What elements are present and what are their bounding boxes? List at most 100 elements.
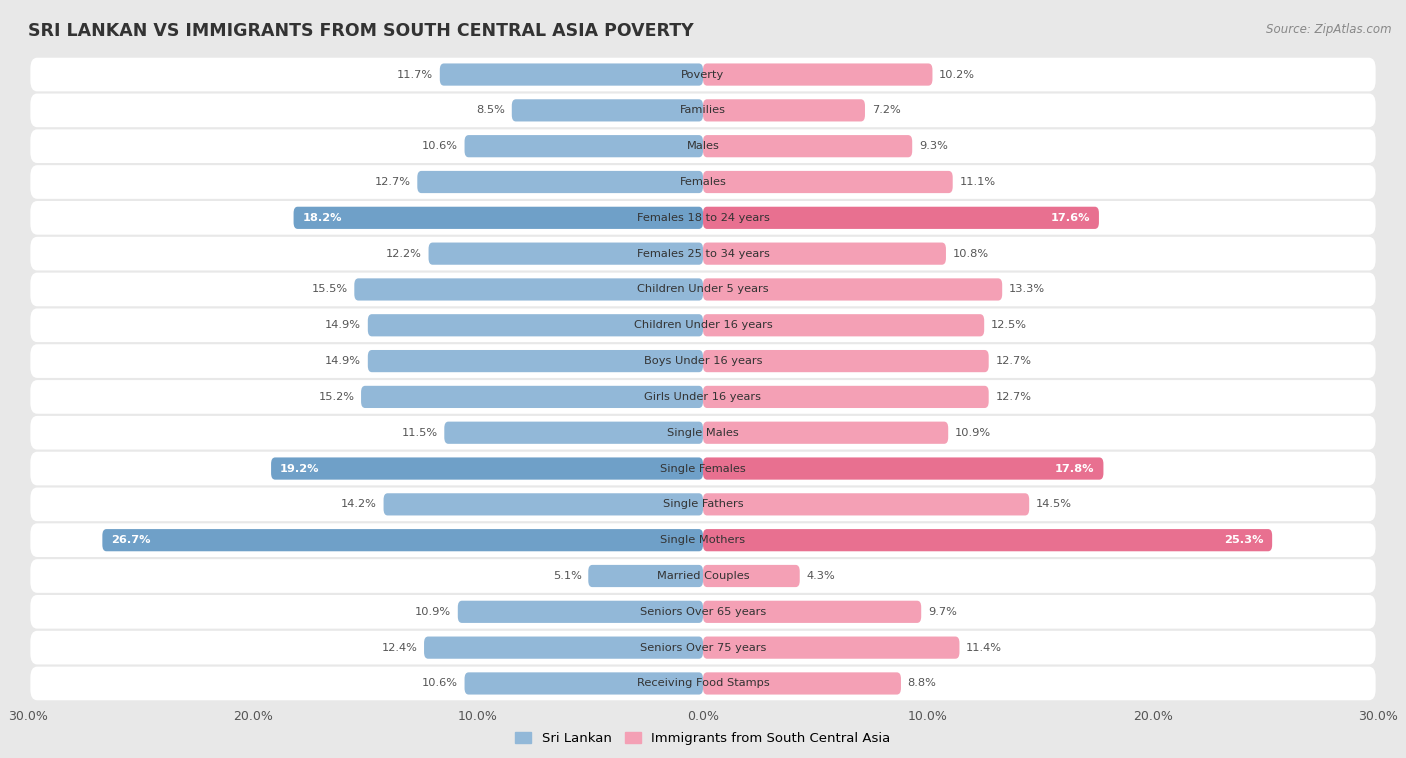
Text: 14.9%: 14.9% — [325, 356, 361, 366]
FancyBboxPatch shape — [368, 350, 703, 372]
Text: 11.7%: 11.7% — [396, 70, 433, 80]
FancyBboxPatch shape — [31, 523, 1375, 557]
Text: 26.7%: 26.7% — [111, 535, 150, 545]
Legend: Sri Lankan, Immigrants from South Central Asia: Sri Lankan, Immigrants from South Centra… — [510, 727, 896, 750]
Text: Receiving Food Stamps: Receiving Food Stamps — [637, 678, 769, 688]
FancyBboxPatch shape — [31, 595, 1375, 628]
FancyBboxPatch shape — [31, 273, 1375, 306]
Text: 10.2%: 10.2% — [939, 70, 976, 80]
Text: Single Mothers: Single Mothers — [661, 535, 745, 545]
Text: 17.8%: 17.8% — [1054, 464, 1094, 474]
FancyBboxPatch shape — [31, 559, 1375, 593]
FancyBboxPatch shape — [444, 421, 703, 444]
FancyBboxPatch shape — [294, 207, 703, 229]
Text: 9.7%: 9.7% — [928, 607, 957, 617]
FancyBboxPatch shape — [418, 171, 703, 193]
FancyBboxPatch shape — [703, 637, 959, 659]
FancyBboxPatch shape — [458, 600, 703, 623]
FancyBboxPatch shape — [31, 130, 1375, 163]
FancyBboxPatch shape — [703, 171, 953, 193]
FancyBboxPatch shape — [703, 99, 865, 121]
Text: 10.9%: 10.9% — [415, 607, 451, 617]
Text: 8.8%: 8.8% — [908, 678, 936, 688]
Text: 15.5%: 15.5% — [312, 284, 347, 294]
Text: Females 18 to 24 years: Females 18 to 24 years — [637, 213, 769, 223]
Text: SRI LANKAN VS IMMIGRANTS FROM SOUTH CENTRAL ASIA POVERTY: SRI LANKAN VS IMMIGRANTS FROM SOUTH CENT… — [28, 23, 693, 40]
Text: Seniors Over 65 years: Seniors Over 65 years — [640, 607, 766, 617]
FancyBboxPatch shape — [425, 637, 703, 659]
FancyBboxPatch shape — [703, 64, 932, 86]
Text: Children Under 16 years: Children Under 16 years — [634, 321, 772, 330]
Text: Single Females: Single Females — [661, 464, 745, 474]
Text: Females: Females — [679, 177, 727, 187]
Text: 8.5%: 8.5% — [477, 105, 505, 115]
Text: 25.3%: 25.3% — [1223, 535, 1263, 545]
FancyBboxPatch shape — [703, 672, 901, 694]
FancyBboxPatch shape — [103, 529, 703, 551]
FancyBboxPatch shape — [31, 309, 1375, 342]
FancyBboxPatch shape — [703, 529, 1272, 551]
FancyBboxPatch shape — [31, 58, 1375, 92]
Text: 14.5%: 14.5% — [1036, 500, 1071, 509]
FancyBboxPatch shape — [703, 421, 948, 444]
Text: 12.2%: 12.2% — [385, 249, 422, 258]
Text: 12.7%: 12.7% — [995, 392, 1032, 402]
FancyBboxPatch shape — [703, 135, 912, 158]
FancyBboxPatch shape — [464, 135, 703, 158]
Text: 4.3%: 4.3% — [807, 571, 835, 581]
FancyBboxPatch shape — [703, 600, 921, 623]
FancyBboxPatch shape — [703, 565, 800, 587]
FancyBboxPatch shape — [31, 416, 1375, 449]
FancyBboxPatch shape — [703, 314, 984, 337]
Text: 12.7%: 12.7% — [995, 356, 1032, 366]
Text: 10.6%: 10.6% — [422, 678, 458, 688]
FancyBboxPatch shape — [31, 487, 1375, 522]
Text: 11.1%: 11.1% — [959, 177, 995, 187]
Text: Children Under 5 years: Children Under 5 years — [637, 284, 769, 294]
FancyBboxPatch shape — [31, 631, 1375, 665]
FancyBboxPatch shape — [271, 457, 703, 480]
FancyBboxPatch shape — [31, 666, 1375, 700]
FancyBboxPatch shape — [31, 93, 1375, 127]
Text: 11.4%: 11.4% — [966, 643, 1002, 653]
FancyBboxPatch shape — [512, 99, 703, 121]
Text: Girls Under 16 years: Girls Under 16 years — [644, 392, 762, 402]
FancyBboxPatch shape — [31, 165, 1375, 199]
FancyBboxPatch shape — [384, 493, 703, 515]
Text: Single Fathers: Single Fathers — [662, 500, 744, 509]
FancyBboxPatch shape — [440, 64, 703, 86]
Text: 5.1%: 5.1% — [553, 571, 582, 581]
FancyBboxPatch shape — [354, 278, 703, 301]
FancyBboxPatch shape — [31, 452, 1375, 485]
Text: 14.2%: 14.2% — [340, 500, 377, 509]
Text: Single Males: Single Males — [666, 428, 740, 437]
Text: 14.9%: 14.9% — [325, 321, 361, 330]
Text: Boys Under 16 years: Boys Under 16 years — [644, 356, 762, 366]
FancyBboxPatch shape — [464, 672, 703, 694]
FancyBboxPatch shape — [703, 350, 988, 372]
FancyBboxPatch shape — [361, 386, 703, 408]
Text: 10.8%: 10.8% — [953, 249, 988, 258]
Text: 15.2%: 15.2% — [318, 392, 354, 402]
Text: 9.3%: 9.3% — [920, 141, 948, 151]
Text: 12.5%: 12.5% — [991, 321, 1026, 330]
Text: Married Couples: Married Couples — [657, 571, 749, 581]
FancyBboxPatch shape — [703, 243, 946, 265]
Text: 7.2%: 7.2% — [872, 105, 900, 115]
Text: 18.2%: 18.2% — [302, 213, 342, 223]
FancyBboxPatch shape — [703, 386, 988, 408]
FancyBboxPatch shape — [31, 201, 1375, 235]
Text: Males: Males — [686, 141, 720, 151]
Text: Females 25 to 34 years: Females 25 to 34 years — [637, 249, 769, 258]
Text: 12.7%: 12.7% — [374, 177, 411, 187]
Text: Poverty: Poverty — [682, 70, 724, 80]
FancyBboxPatch shape — [703, 493, 1029, 515]
FancyBboxPatch shape — [588, 565, 703, 587]
FancyBboxPatch shape — [31, 380, 1375, 414]
FancyBboxPatch shape — [368, 314, 703, 337]
FancyBboxPatch shape — [31, 344, 1375, 378]
Text: Source: ZipAtlas.com: Source: ZipAtlas.com — [1267, 23, 1392, 36]
Text: 13.3%: 13.3% — [1010, 284, 1045, 294]
Text: 10.9%: 10.9% — [955, 428, 991, 437]
Text: 12.4%: 12.4% — [381, 643, 418, 653]
